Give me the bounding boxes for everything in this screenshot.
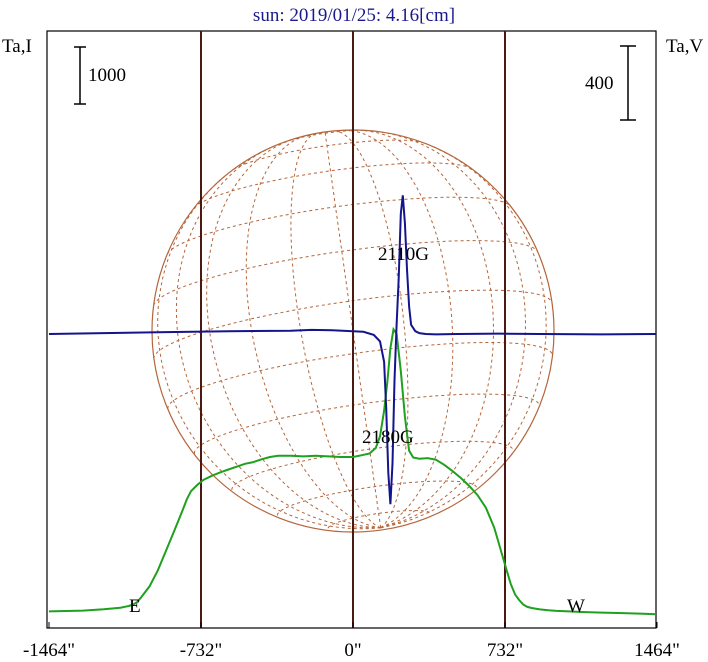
latitude-line xyxy=(194,393,540,454)
x-tick-label: 732" xyxy=(487,640,523,661)
latitude-line xyxy=(276,480,477,516)
limb-label-west: W xyxy=(567,596,585,617)
longitude-line xyxy=(333,130,409,529)
left-axis-label: Ta,I xyxy=(2,36,32,57)
plot-frame xyxy=(46,30,657,629)
x-tick-label: -1464" xyxy=(23,640,75,661)
right-scale-bar xyxy=(620,45,636,121)
limb-lines xyxy=(200,31,506,628)
longitude-line xyxy=(175,146,381,529)
x-tick-label: 0" xyxy=(344,640,361,661)
longitude-line xyxy=(361,129,495,529)
longitude-line xyxy=(324,131,382,528)
longitude-line xyxy=(290,132,381,529)
latitude-line xyxy=(233,139,424,170)
x-tick-label: 1464" xyxy=(634,640,680,661)
longitude-line xyxy=(245,135,381,529)
latitude-line xyxy=(153,240,539,306)
right-axis-label: Ta,V xyxy=(666,36,703,57)
annotation-peak-polarization: 2180G xyxy=(362,427,414,448)
x-tick-label: -732" xyxy=(180,640,223,661)
left-scale-label: 1000 xyxy=(88,65,126,86)
left-scale-bar xyxy=(74,46,86,105)
annotation-peak-intensity: 2110G xyxy=(378,244,429,265)
limb-label-east: E xyxy=(129,596,141,617)
longitude-line xyxy=(379,131,527,529)
latitude-line xyxy=(167,342,553,409)
latitude-line xyxy=(231,440,514,490)
latitude-line xyxy=(166,196,511,255)
latitude-line xyxy=(193,162,473,209)
longitude-line xyxy=(157,176,381,530)
longitude-line xyxy=(345,129,454,529)
longitude-line xyxy=(380,146,547,529)
intensity-series-line xyxy=(48,326,657,616)
chart-title: sun: 2019/01/25: 4.16[cm] xyxy=(253,5,455,26)
x-axis-ticks: -1464" -732" 0" 732" 1464" xyxy=(23,622,680,661)
polarization-series-line xyxy=(48,195,657,505)
solar-disk-grid xyxy=(151,129,555,533)
right-scale-label: 400 xyxy=(585,73,614,94)
longitude-line xyxy=(206,140,381,529)
latitude-line xyxy=(327,510,432,529)
